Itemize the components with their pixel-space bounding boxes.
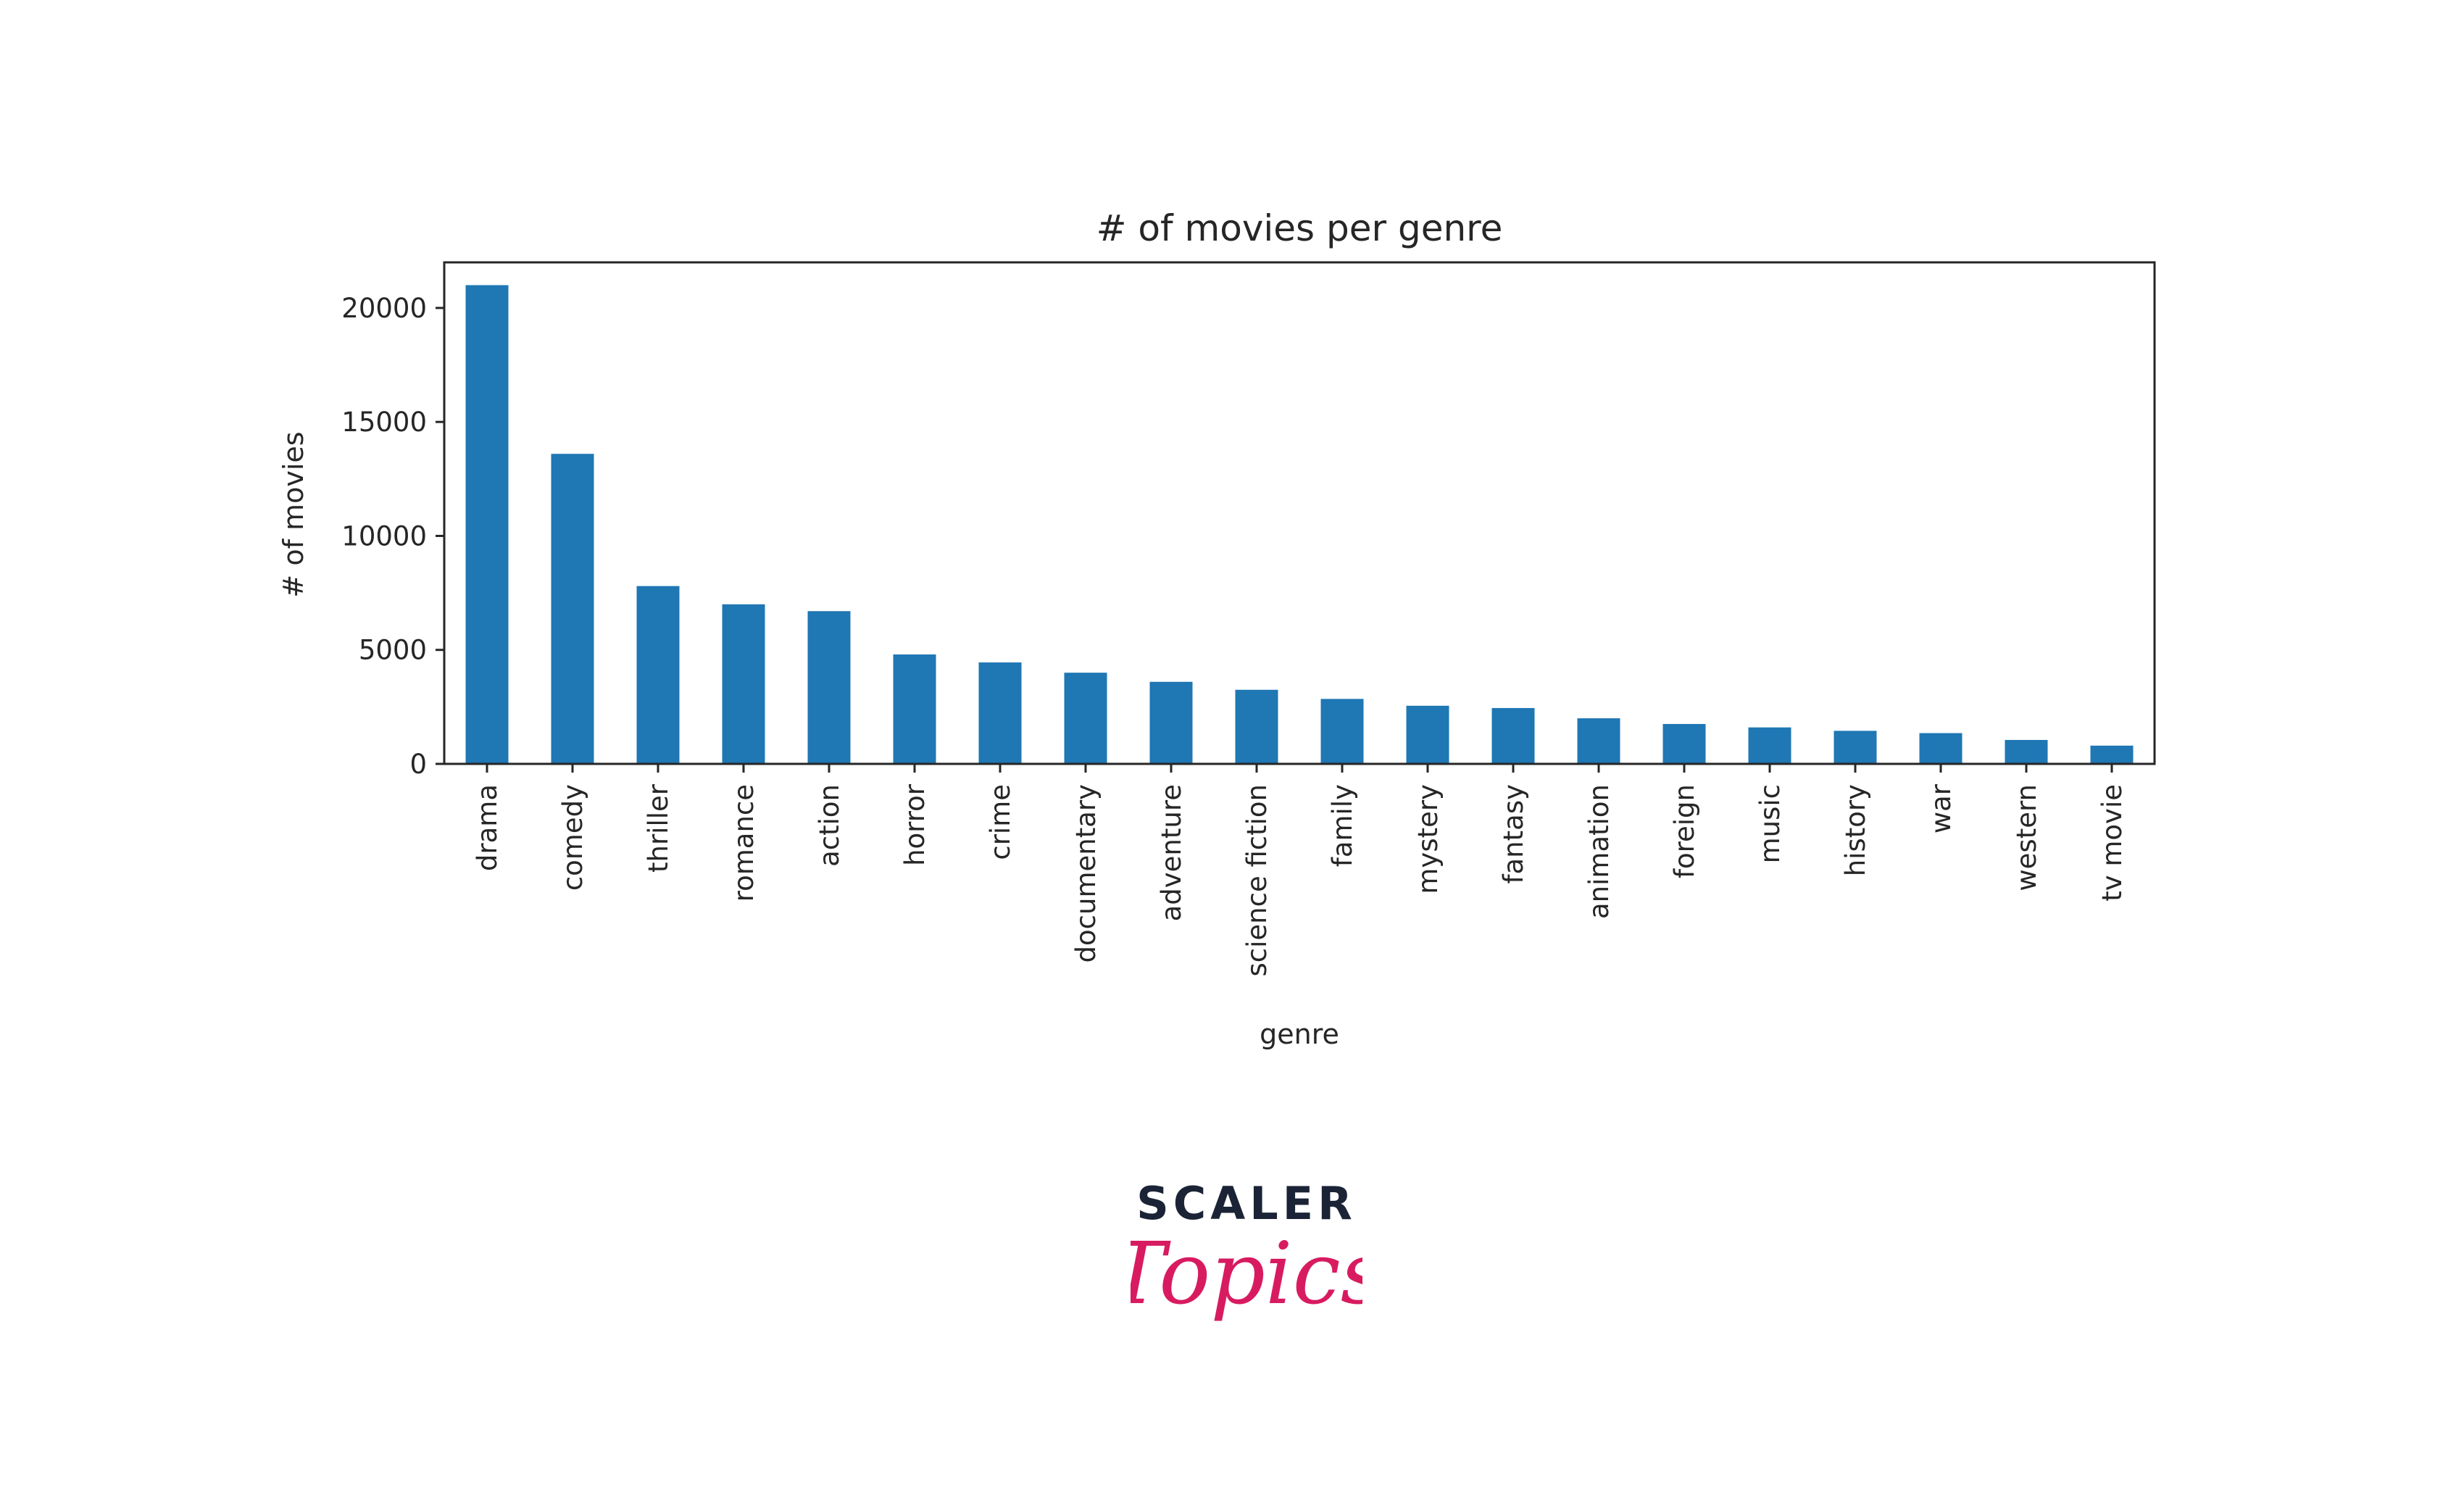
x-tick-label: family — [1327, 784, 1358, 867]
x-tick-label: thriller — [643, 783, 674, 873]
x-tick-label: fantasy — [1498, 784, 1529, 884]
logo-scaler-text: SCALER — [1136, 1177, 1357, 1230]
y-tick-label: 15000 — [341, 407, 427, 438]
x-tick-label: foreign — [1669, 784, 1700, 878]
x-tick-label: war — [1926, 783, 1957, 833]
logo-topics-text: Topics — [1131, 1223, 1362, 1323]
x-tick-label: comedy — [557, 784, 588, 891]
y-tick-label: 0 — [409, 749, 427, 780]
y-tick-label: 5000 — [359, 635, 427, 666]
scaler-topics-logo: SCALER Topics — [1131, 1177, 1362, 1323]
bar-foreign — [1662, 723, 1706, 764]
bar-adventure — [1149, 681, 1193, 764]
x-tick-label: history — [1840, 784, 1871, 876]
y-ticks-group: 0 5000 10000 15000 20000 — [341, 293, 444, 780]
bar-family — [1320, 699, 1364, 764]
x-tick-label: crime — [985, 784, 1016, 860]
x-tick-label: music — [1755, 784, 1786, 863]
x-axis-label: genre — [1260, 1018, 1339, 1050]
bar-documentary — [1064, 673, 1107, 764]
y-tick-label: 10000 — [341, 520, 427, 552]
plot-frame — [443, 261, 2156, 765]
bar-mystery — [1406, 705, 1449, 764]
bar-action — [807, 611, 851, 764]
x-tick-label: drama — [472, 784, 503, 871]
bar-drama — [465, 285, 509, 764]
x-tick-label: animation — [1583, 784, 1615, 919]
bar-comedy — [551, 454, 594, 764]
x-tick-label: adventure — [1156, 784, 1187, 921]
bar-music — [1748, 727, 1791, 764]
bar-tv-movie — [2090, 745, 2134, 764]
x-tick-label: western — [2011, 784, 2042, 891]
y-tick-label: 20000 — [341, 293, 427, 324]
bar-science-fiction — [1235, 689, 1278, 764]
x-ticks-group: drama comedy thriller romance action horror cr… — [472, 764, 2128, 977]
bar-history — [1834, 731, 1877, 764]
x-tick-label: action — [814, 784, 845, 867]
x-tick-label: science fiction — [1241, 784, 1273, 977]
bars-group — [465, 285, 2134, 764]
x-tick-label: mystery — [1412, 784, 1444, 894]
x-tick-label: horror — [899, 783, 931, 866]
bar-western — [2005, 739, 2048, 764]
bar-romance — [722, 604, 765, 764]
bar-horror — [893, 654, 936, 764]
y-axis-label: # of movies — [278, 431, 309, 597]
bar-animation — [1577, 718, 1620, 764]
x-tick-label: tv movie — [2097, 784, 2128, 902]
x-tick-label: romance — [728, 784, 759, 902]
bar-fantasy — [1491, 707, 1535, 764]
bar-thriller — [636, 586, 680, 764]
chart-title: # of movies per genre — [1096, 207, 1503, 249]
x-tick-label: documentary — [1070, 784, 1102, 962]
bar-crime — [978, 662, 1022, 764]
bar-war — [1919, 733, 1963, 764]
